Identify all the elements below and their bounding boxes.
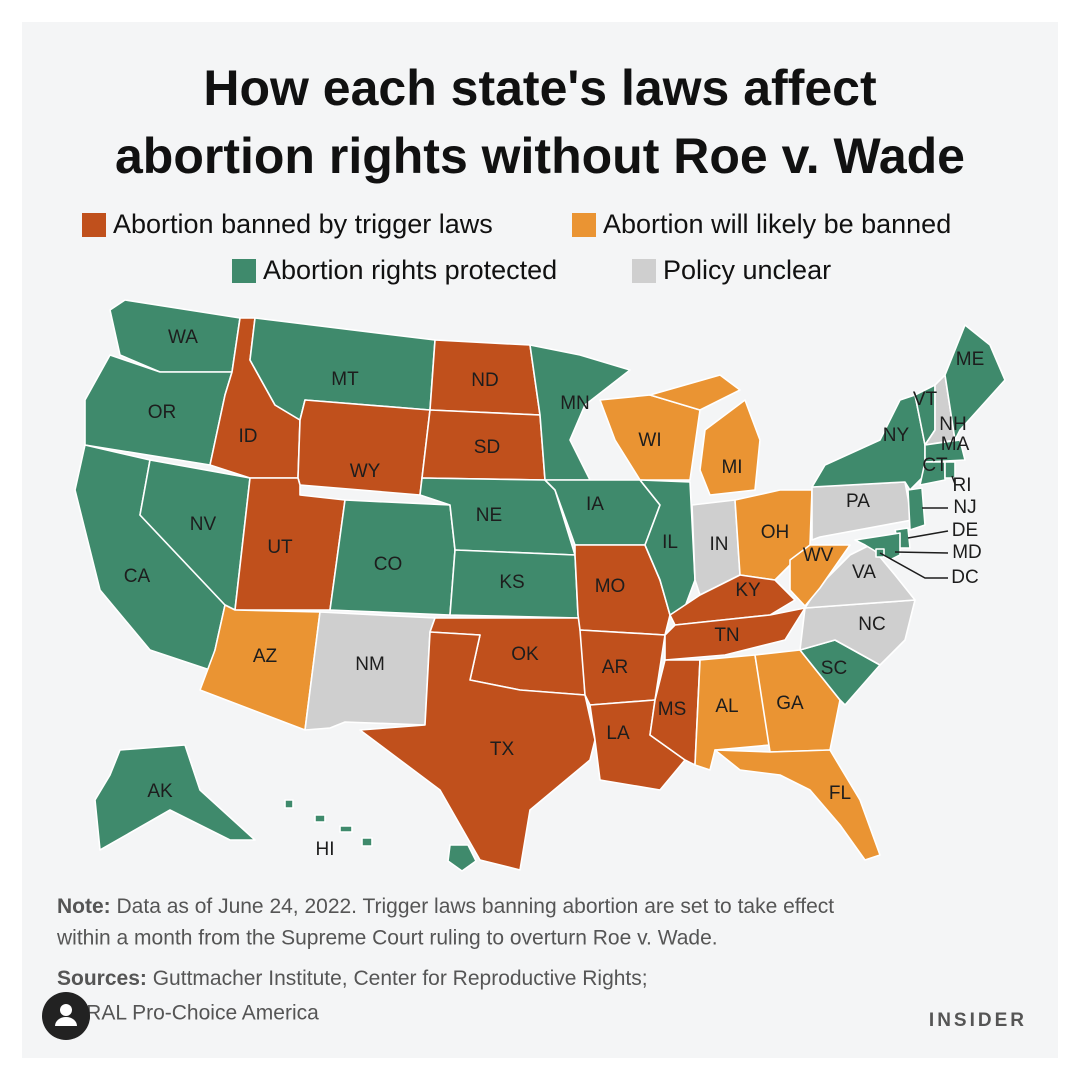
state-label: TN (714, 625, 739, 646)
state-label: ID (239, 426, 258, 447)
state-label: NE (476, 505, 502, 526)
state-label: IN (710, 534, 729, 555)
state-label: KY (735, 580, 761, 601)
profile-body (55, 1017, 77, 1026)
state-label: KS (499, 572, 524, 593)
state-label: CA (124, 566, 151, 587)
sources-text: NARAL Pro-Choice America (57, 1002, 319, 1025)
state-label: NH (939, 414, 966, 435)
state-label: MA (941, 434, 970, 455)
state (359, 631, 596, 871)
legend-label: Abortion will likely be banned (603, 209, 951, 239)
state (714, 749, 881, 861)
state-label: GA (776, 693, 804, 714)
state-label: NM (355, 654, 385, 675)
leader-line (879, 552, 948, 579)
state-label: AK (147, 781, 173, 802)
title-line: How each state's laws affect (203, 60, 877, 116)
state (284, 799, 477, 872)
state-label: LA (606, 723, 630, 744)
state-label: ME (956, 349, 985, 370)
state-label: NY (883, 425, 910, 446)
state-label: WA (168, 327, 198, 348)
state-label: AL (715, 696, 738, 717)
leader-line (907, 530, 949, 539)
state-label: NC (858, 614, 885, 635)
state-label: MI (721, 457, 742, 478)
state-label: OR (148, 402, 177, 423)
state-label: MS (658, 699, 687, 720)
state (789, 544, 851, 607)
legend-swatch (82, 213, 106, 237)
state-label: OK (511, 644, 539, 665)
note-label: Note: (57, 895, 111, 918)
state-label: SC (821, 658, 847, 679)
state-label: DC (951, 567, 978, 588)
note: Note: Data as of June 24, 2022. Trigger … (57, 895, 834, 918)
state-label: DE (952, 520, 978, 541)
note-text: within a month from the Supreme Court ru… (56, 927, 718, 950)
sources-text: Guttmacher Institute, Center for Reprodu… (153, 967, 648, 990)
state-label: HI (316, 839, 335, 860)
state-label: PA (846, 491, 870, 512)
profile-head (60, 1004, 72, 1016)
profile-icon[interactable] (42, 992, 90, 1040)
state (919, 461, 946, 486)
state-label: IL (662, 532, 678, 553)
state-label: AZ (253, 646, 278, 667)
state-label: WY (350, 461, 381, 482)
state-label: MT (331, 369, 359, 390)
sources-label: Sources: (57, 967, 147, 990)
map: WA OR CA NV ID MT WY UT CO AZ NM ND SD NE KS OK TX MN IA MO… (74, 299, 1006, 872)
note-text: Data as of June 24, 2022. Trigger laws b… (117, 895, 835, 918)
state-label: TX (490, 739, 515, 760)
state-label: ND (471, 370, 498, 391)
state-label: MO (595, 576, 626, 597)
state (944, 461, 956, 479)
leader-line (951, 475, 956, 485)
state-label: MD (952, 542, 982, 563)
state (664, 607, 806, 661)
state-label: VT (913, 389, 938, 410)
state-label: WI (638, 430, 661, 451)
state-label: RI (953, 475, 972, 496)
state-label: WV (803, 545, 834, 566)
state-label: NJ (953, 497, 976, 518)
leader-lines (879, 475, 956, 579)
state-label: MN (560, 393, 590, 414)
legend-swatch (632, 259, 656, 283)
legend-label: Policy unclear (663, 255, 831, 285)
brand: INSIDER (929, 1010, 1027, 1031)
sources: Sources: Guttmacher Institute, Center fo… (57, 967, 648, 990)
legend: Abortion banned by trigger laws Abortion … (82, 209, 951, 285)
state-label: OH (761, 522, 790, 543)
state (649, 374, 761, 496)
state-label: CO (374, 554, 403, 575)
state-label: IA (586, 494, 604, 515)
state-label: VA (852, 562, 876, 583)
state (94, 744, 256, 851)
state (924, 439, 966, 463)
title-line: abortion rights without Roe v. Wade (115, 128, 965, 184)
legend-label: Abortion rights protected (263, 255, 557, 285)
state (754, 649, 841, 753)
state-label: NV (190, 514, 217, 535)
legend-swatch (572, 213, 596, 237)
state-label: SD (474, 437, 500, 458)
state-label: FL (829, 783, 851, 804)
state-label: UT (267, 537, 293, 558)
legend-swatch (232, 259, 256, 283)
state (907, 487, 926, 531)
legend-label: Abortion banned by trigger laws (113, 209, 493, 239)
state (854, 532, 901, 561)
state-label: AR (602, 657, 628, 678)
state-label: CT (922, 455, 948, 476)
leader-line (894, 551, 949, 554)
state (529, 344, 631, 481)
